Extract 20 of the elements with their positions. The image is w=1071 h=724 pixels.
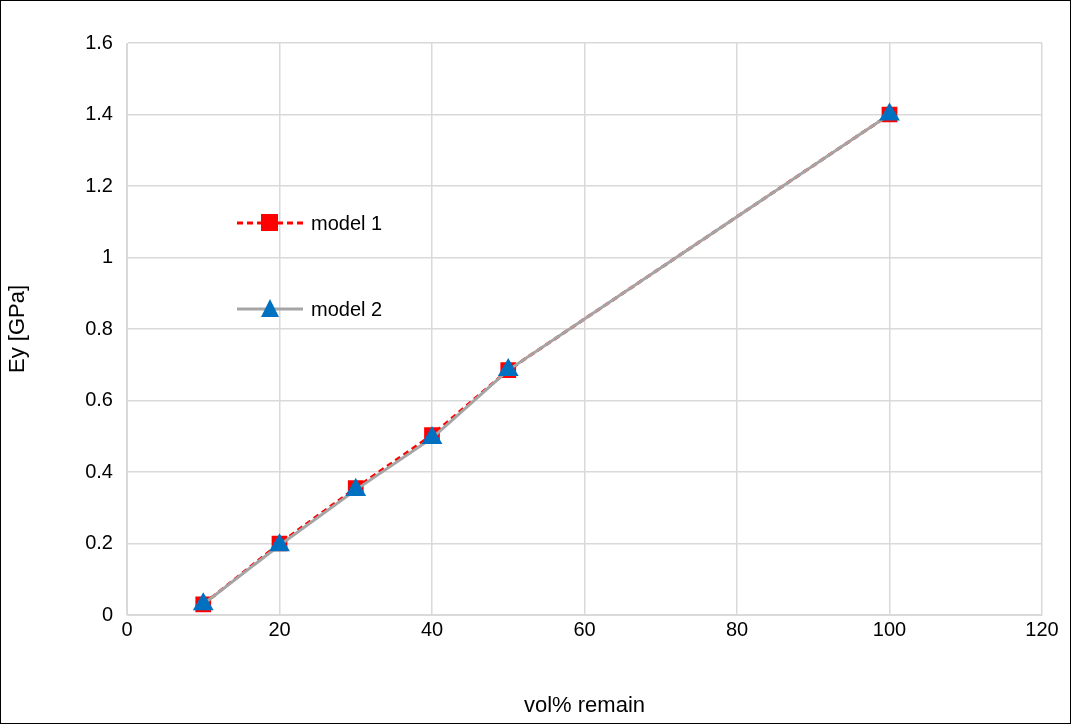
legend-label: model 2 [311, 297, 383, 321]
y-tick-label: 0.2 [85, 531, 113, 554]
x-axis-title: vol% remain [523, 691, 646, 717]
y-tick-label: 0.6 [85, 388, 113, 411]
y-tick-label: 0 [101, 602, 113, 625]
x-tick-label: 60 [573, 617, 596, 640]
x-tick-label: 100 [872, 617, 907, 640]
y-tick-label: 1 [101, 245, 113, 268]
y-tick-label: 0.4 [85, 459, 113, 482]
y-tick-label: 1.6 [85, 30, 113, 53]
x-tick-label: 40 [420, 617, 444, 640]
x-tick-label: 20 [268, 617, 291, 640]
x-tick-label: 0 [121, 617, 133, 640]
legend-label: model 1 [311, 211, 383, 235]
x-tick-label: 80 [725, 617, 749, 640]
y-axis-title: Ey [GPa] [4, 284, 30, 374]
y-tick-label: 1.4 [85, 102, 113, 125]
x-tick-label: 120 [1025, 617, 1059, 640]
y-tick-label: 0.8 [85, 316, 113, 339]
y-tick-label: 1.2 [85, 173, 113, 196]
